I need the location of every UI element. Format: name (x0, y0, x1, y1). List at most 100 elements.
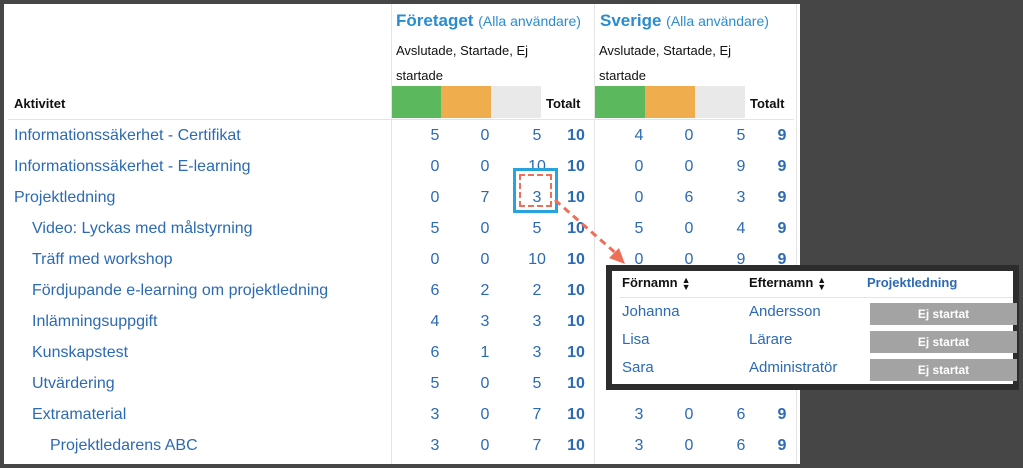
status-count[interactable]: 5 (736, 127, 746, 144)
status-count[interactable]: 0 (480, 220, 490, 237)
total-count[interactable]: 9 (777, 127, 787, 144)
lastname-link[interactable]: Administratör (749, 359, 838, 376)
total-count[interactable]: 10 (567, 127, 585, 144)
status-count[interactable]: 0 (480, 375, 490, 392)
firstname-link[interactable]: Lisa (622, 331, 650, 348)
status-count[interactable]: 3 (532, 344, 542, 361)
status-count[interactable]: 4 (634, 127, 644, 144)
total-count[interactable]: 10 (567, 251, 585, 268)
total-count[interactable]: 9 (777, 220, 787, 237)
status-count[interactable]: 0 (684, 406, 694, 423)
total-count[interactable]: 9 (777, 437, 787, 454)
activity-link[interactable]: Extramaterial (32, 406, 127, 423)
firstname-link[interactable]: Johanna (622, 303, 680, 320)
status-count[interactable]: 5 (634, 220, 644, 237)
activity-link[interactable]: Informationssäkerhet - E-learning (14, 158, 251, 175)
total-count[interactable]: 9 (777, 189, 787, 206)
status-count[interactable]: 3 (634, 437, 644, 454)
total-count[interactable]: 10 (567, 375, 585, 392)
activity-link[interactable]: Inlämningsuppgift (32, 313, 158, 330)
status-count[interactable]: 0 (634, 189, 644, 206)
activity-link[interactable]: Utvärdering (32, 375, 115, 392)
total-count[interactable]: 10 (567, 158, 585, 175)
selected-cell-highlight (513, 168, 558, 213)
status-count[interactable]: 5 (430, 127, 440, 144)
status-count[interactable]: 2 (532, 282, 542, 299)
firstname-link[interactable]: Sara (622, 359, 654, 376)
activity-link[interactable]: Fördjupande e-learning om projektledning (32, 282, 329, 299)
total-header: Totalt (750, 96, 785, 111)
status-count[interactable]: 4 (736, 220, 746, 237)
total-count[interactable]: 9 (777, 158, 787, 175)
status-count[interactable]: 2 (480, 282, 490, 299)
activity-column-header[interactable]: Projektledning (867, 275, 958, 290)
activity-link[interactable]: Kunskapstest (32, 344, 129, 361)
firstname-column-header[interactable]: Förnamn ▲ ▼ (622, 275, 691, 291)
table-row: Projektledarens ABC 3 0 7 10 3 0 6 9 (0, 430, 796, 461)
status-count[interactable]: 0 (430, 158, 440, 175)
group-header-company[interactable]: Företaget (Alla användare) (396, 11, 581, 31)
status-count[interactable]: 3 (480, 313, 490, 330)
status-count[interactable]: 0 (684, 127, 694, 144)
total-count[interactable]: 10 (567, 220, 585, 237)
status-count[interactable]: 6 (736, 406, 746, 423)
total-count[interactable]: 10 (567, 344, 585, 361)
status-count[interactable]: 3 (430, 437, 440, 454)
status-count[interactable]: 1 (480, 344, 490, 361)
status-count[interactable]: 0 (684, 437, 694, 454)
total-count[interactable]: 10 (567, 313, 585, 330)
status-count[interactable]: 5 (430, 220, 440, 237)
status-count[interactable]: 6 (430, 282, 440, 299)
status-count[interactable]: 0 (480, 158, 490, 175)
group-header-country[interactable]: Sverige (Alla användare) (600, 11, 769, 31)
status-count[interactable]: 9 (736, 251, 746, 268)
status-count[interactable]: 5 (430, 375, 440, 392)
status-legend-company: Avslutade, Startade, Ej startade (396, 43, 529, 83)
activity-link[interactable]: Projektledning (14, 189, 116, 206)
status-count[interactable]: 7 (532, 406, 542, 423)
status-count[interactable]: 3 (634, 406, 644, 423)
status-count[interactable]: 7 (480, 189, 490, 206)
status-count[interactable]: 5 (532, 220, 542, 237)
status-count[interactable]: 0 (480, 251, 490, 268)
status-count[interactable]: 4 (430, 313, 440, 330)
status-count[interactable]: 0 (634, 158, 644, 175)
status-count[interactable]: 6 (736, 437, 746, 454)
status-count[interactable]: 0 (634, 251, 644, 268)
status-count[interactable]: 0 (684, 158, 694, 175)
status-count[interactable]: 5 (532, 375, 542, 392)
status-count[interactable]: 0 (430, 189, 440, 206)
status-count[interactable]: 6 (430, 344, 440, 361)
status-count[interactable]: 10 (528, 251, 546, 268)
sort-icon: ▲ ▼ (681, 274, 691, 292)
total-count[interactable]: 10 (567, 282, 585, 299)
total-count[interactable]: 10 (567, 189, 585, 206)
status-count[interactable]: 0 (430, 251, 440, 268)
activity-link[interactable]: Projektledarens ABC (50, 437, 198, 454)
activity-link[interactable]: Video: Lyckas med målstyrning (32, 220, 253, 237)
lastname-column-header[interactable]: Efternamn ▲ ▼ (749, 275, 826, 291)
total-count[interactable]: 10 (567, 437, 585, 454)
total-count[interactable]: 10 (567, 406, 585, 423)
lastname-link[interactable]: Lärare (749, 331, 793, 348)
status-count[interactable]: 3 (532, 313, 542, 330)
activity-link[interactable]: Informationssäkerhet - Certifikat (14, 127, 241, 144)
status-count[interactable]: 0 (480, 437, 490, 454)
status-count[interactable]: 7 (532, 437, 542, 454)
status-count[interactable]: 5 (532, 127, 542, 144)
not-started-swatch (695, 86, 745, 118)
status-count[interactable]: 3 (430, 406, 440, 423)
status-count[interactable]: 9 (736, 158, 746, 175)
lastname-link[interactable]: Andersson (749, 303, 821, 320)
status-count[interactable]: 0 (480, 127, 490, 144)
status-count[interactable]: 0 (480, 406, 490, 423)
total-count[interactable]: 9 (777, 251, 787, 268)
total-count[interactable]: 9 (777, 406, 787, 423)
status-count[interactable]: 6 (684, 189, 694, 206)
status-count[interactable]: 0 (684, 251, 694, 268)
activity-link[interactable]: Träff med workshop (32, 251, 173, 268)
status-count[interactable]: 3 (736, 189, 746, 206)
status-count[interactable]: 0 (684, 220, 694, 237)
status-count[interactable]: 3 (532, 189, 542, 206)
table-row: Utvärdering 5 0 5 10 (0, 368, 796, 399)
